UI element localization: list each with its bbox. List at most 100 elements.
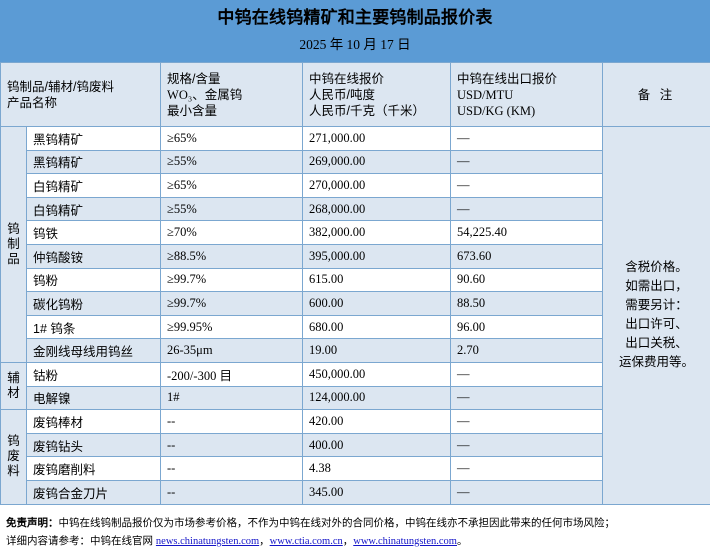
cell-spec: ≥99.7%	[160, 267, 304, 293]
cell-price-usd: 54,225.40	[450, 220, 604, 245]
cell-spec: --	[160, 456, 304, 481]
cell-product-name: 钴粉	[25, 361, 162, 387]
cell-product-name: 黑钨精矿	[25, 126, 162, 151]
cell-spec: ≥65%	[160, 126, 304, 151]
cell-price-cny: 420.00	[302, 409, 452, 434]
table-row: 碳化钨粉 ≥99.7% 600.00 88.50	[1, 291, 710, 316]
category-cell: 钨废料	[0, 409, 27, 505]
header-remark: 备 注	[602, 62, 710, 127]
cell-price-cny: 271,000.00	[302, 126, 452, 151]
header-spec-line2: WO₃、金属钨	[167, 87, 243, 102]
footer-link[interactable]: www.ctia.com.cn	[269, 536, 343, 547]
table-row: 废钨合金刀片 -- 345.00—	[1, 479, 710, 505]
table-header-row: 钨制品/辅材/钨废料 产品名称 规格/含量 WO₃、金属钨 最小含量 中钨在线报…	[0, 62, 710, 127]
cell-price-cny: 4.38	[302, 456, 452, 481]
disclaimer-text: 中钨在线钨制品报价仅为市场参考价格，不作为中钨在线对外的合同价格，中钨在线亦不承…	[58, 517, 616, 529]
disclaimer-ref-prefix: 详细内容请参考：中钨在线官网	[6, 535, 153, 547]
header-spec-line3: 最小含量	[167, 103, 218, 118]
remark-line: 含税价格。	[625, 260, 688, 275]
cell-price-cny: 382,000.00	[302, 220, 452, 245]
cell-product-name: 白钨精矿	[25, 173, 162, 198]
cell-product-name: 废钨钻头	[25, 432, 162, 458]
cell-price-cny: 269,000.00	[302, 149, 452, 175]
page-title: 中钨在线钨精矿和主要钨制品报价表	[217, 8, 493, 27]
report-date: 2025 年 10 月 17 日	[299, 37, 411, 52]
price-table: 钨制品/辅材/钨废料 产品名称 规格/含量 WO₃、金属钨 最小含量 中钨在线报…	[0, 62, 710, 505]
category-char: 料	[7, 464, 20, 479]
header-cny-line1: 中钨在线报价	[309, 71, 385, 86]
table-row: 金刚线母线用钨丝 26-35μm 19.00 2.70	[1, 338, 710, 363]
cell-spec: ≥70%	[160, 220, 304, 245]
cell-product-name: 废钨磨削料	[25, 456, 162, 481]
table-row: 白钨精矿 ≥55% 268,000.00—	[1, 196, 710, 222]
cell-spec: --	[160, 409, 304, 434]
cell-product-name: 黑钨精矿	[25, 149, 162, 175]
header-spec: 规格/含量 WO₃、金属钨 最小含量	[160, 62, 304, 127]
header-product-line1: 钨制品/辅材/钨废料	[7, 79, 114, 94]
cell-price-cny: 600.00	[302, 291, 452, 316]
category-char: 废	[7, 449, 20, 464]
cell-spec: ≥55%	[160, 149, 304, 175]
cell-price-usd: —	[450, 173, 604, 198]
disclaimer-line-2: 详细内容请参考：中钨在线官网 news.chinatungsten.com ，ww…	[6, 532, 704, 551]
cell-product-name: 碳化钨粉	[25, 291, 162, 316]
header-usd-line3: USD/KG (KM)	[457, 103, 536, 118]
cell-price-usd: 90.60	[450, 267, 604, 293]
cell-price-cny: 395,000.00	[302, 243, 452, 269]
cell-price-usd: 673.60	[450, 243, 604, 269]
cell-price-cny: 268,000.00	[302, 196, 452, 222]
header-spec-line1: 规格/含量	[167, 71, 221, 86]
table-row: 仲钨酸铵 ≥88.5% 395,000.00 673.60	[1, 243, 710, 269]
category-char: 制	[7, 236, 20, 251]
disclaimer-label: 免责声明：	[6, 517, 59, 529]
remark-line: 出口许可、	[625, 317, 688, 332]
cell-spec: 26-35μm	[160, 338, 304, 363]
cell-price-cny: 680.00	[302, 314, 452, 340]
table-row: 钨制品黑钨精矿 ≥65% 271,000.00— 含税价格。 如需出口， 需要另计： 出口许…	[0, 126, 710, 505]
cell-price-usd: —	[450, 385, 604, 411]
cell-price-cny: 124,000.00	[302, 385, 452, 411]
cell-product-name: 钨粉	[25, 267, 162, 293]
header-usd-line1: 中钨在线出口报价	[457, 71, 558, 86]
header-product-line2: 产品名称	[7, 95, 58, 110]
table-row: 废钨磨削料 -- 4.38—	[1, 456, 710, 481]
cell-spec: 1#	[160, 385, 304, 411]
cell-price-usd: —	[450, 409, 604, 434]
table-row: 辅材钴粉 -200/-300 目 450,000.00—	[0, 361, 710, 411]
cell-price-cny: 450,000.00	[302, 361, 452, 387]
header-price-cny: 中钨在线报价 人民币/吨度 人民币/千克（千米）	[302, 62, 452, 127]
cell-product-name: 废钨棒材	[25, 409, 162, 434]
category-char: 钨	[7, 221, 20, 236]
header-price-usd: 中钨在线出口报价 USD/MTU USD/KG (KM)	[450, 62, 604, 127]
cell-price-usd: —	[450, 361, 604, 387]
remark-line: 运保费用等。	[619, 355, 695, 370]
disclaimer-footer: 免责声明：中钨在线钨制品报价仅为市场参考价格，不作为中钨在线对外的合同价格，中钨…	[0, 512, 710, 551]
cell-price-cny: 19.00	[302, 338, 452, 363]
table-row: 1# 钨条 ≥99.95% 680.00 96.00	[1, 314, 710, 340]
table-body: 钨制品黑钨精矿 ≥65% 271,000.00— 含税价格。 如需出口， 需要另计： 出口许…	[0, 126, 710, 505]
cell-spec: ≥65%	[160, 173, 304, 198]
footer-link[interactable]: news.chinatungsten.com	[155, 536, 260, 547]
cell-product-name: 钨铁	[25, 220, 162, 245]
cell-price-usd: —	[450, 149, 604, 175]
footer-links: news.chinatungsten.com，www.ctia.com.cn，w…	[156, 535, 457, 547]
cell-price-usd: 2.70	[450, 338, 604, 363]
cell-price-cny: 345.00	[302, 479, 452, 505]
table-row: 电解镍 1# 124,000.00—	[1, 385, 710, 411]
cell-spec: ≥88.5%	[160, 243, 304, 269]
footer-link[interactable]: www.chinatungsten.com	[353, 536, 457, 547]
cell-price-usd: —	[450, 126, 604, 151]
link-separator: ，	[342, 535, 354, 547]
cell-price-usd: —	[450, 196, 604, 222]
category-cell: 辅材	[0, 361, 27, 411]
cell-spec: ≥99.95%	[160, 314, 304, 340]
category-cell: 钨制品	[0, 126, 27, 363]
cell-price-cny: 400.00	[302, 432, 452, 458]
remark-cell: 含税价格。 如需出口， 需要另计： 出口许可、 出口关税、 运保费用等。	[602, 126, 710, 505]
cell-spec: -200/-300 目	[160, 361, 304, 387]
disclaimer-line-1: 免责声明：中钨在线钨制品报价仅为市场参考价格，不作为中钨在线对外的合同价格，中钨…	[6, 514, 704, 532]
cell-product-name: 白钨精矿	[25, 196, 162, 222]
cell-product-name: 1# 钨条	[25, 314, 162, 340]
header-usd-line2: USD/MTU	[457, 87, 514, 102]
